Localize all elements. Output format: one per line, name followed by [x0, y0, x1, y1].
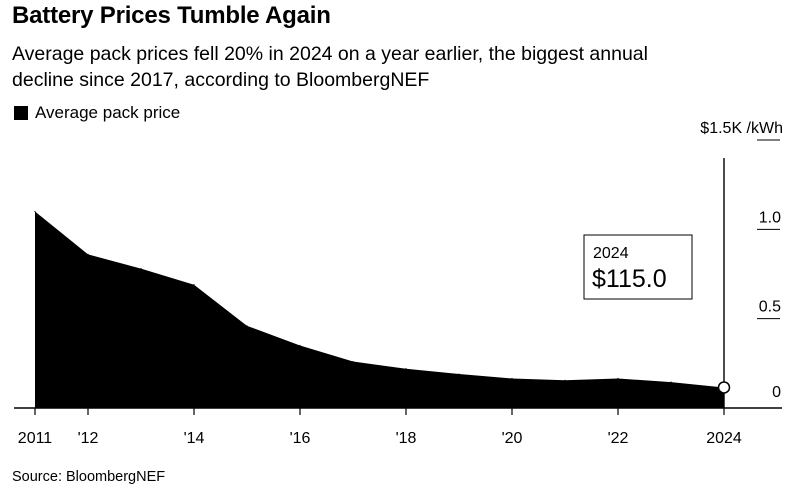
annotation-marker: [717, 381, 731, 394]
chart-title: Battery Prices Tumble Again: [12, 2, 331, 29]
x-tick-label-2022: '22: [608, 430, 629, 447]
y-tick-label-0: $1.5K /kWh: [700, 120, 783, 137]
data-point-2017: [352, 360, 354, 363]
x-tick-label-2011: 2011: [18, 430, 53, 447]
legend: Average pack price: [12, 101, 180, 125]
annotation-layer: 2024 $115.0: [583, 158, 731, 408]
x-tick-label-2020: '20: [502, 430, 523, 447]
data-point-2020: [511, 377, 513, 380]
x-tick-label-2016: '16: [290, 430, 311, 447]
y-tick-label-2: 0.5: [759, 299, 781, 316]
annotation-box: [583, 234, 693, 300]
y-tick-label-3: 0: [772, 384, 781, 401]
annotation-value: $115.0: [592, 265, 667, 293]
area-series-0: [35, 211, 724, 408]
chart-subtitle: Average pack prices fell 20% in 2024 on …: [12, 43, 648, 91]
data-point-2011: [34, 210, 36, 213]
data-point-2019: [458, 373, 460, 375]
x-tick-label-2014: '14: [184, 430, 205, 447]
data-point-2018: [405, 368, 407, 370]
data-point-2015: [246, 325, 248, 327]
x-tick-label-2018: '18: [396, 430, 417, 447]
data-point-2012: [87, 253, 89, 255]
area-layer: [34, 210, 725, 408]
legend-swatch: [14, 106, 28, 120]
annotation-year: 2024: [593, 245, 629, 262]
data-point-2022: [617, 377, 619, 380]
y-tick-label-1: 1.0: [759, 209, 781, 226]
axis-layer: 2011 '12 '14 '16 '18 '20 '22 2024 $1.5K /kWh 1.0 0…: [14, 120, 783, 447]
data-point-2014: [193, 284, 195, 286]
data-point-2021: [564, 379, 566, 381]
x-tick-label-2012: '12: [78, 430, 99, 447]
source-note: Source: BloombergNEF: [12, 469, 166, 485]
x-tick-label-2024: 2024: [706, 430, 742, 447]
data-point-2013: [140, 268, 142, 270]
data-point-2016: [299, 344, 301, 347]
data-point-2023: [670, 381, 672, 383]
legend-label: Average pack price: [35, 103, 181, 122]
